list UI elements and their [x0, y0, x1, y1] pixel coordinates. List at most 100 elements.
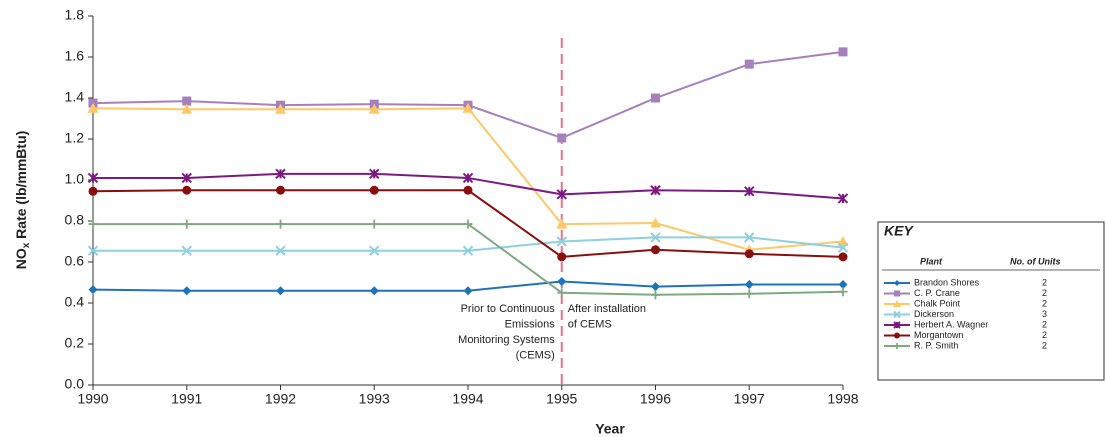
marker: [182, 185, 192, 195]
legend-units: 2: [1042, 319, 1047, 329]
marker: [463, 286, 473, 296]
marker: [893, 321, 901, 329]
marker: [650, 217, 661, 228]
marker: [650, 185, 661, 196]
marker: [369, 168, 380, 180]
y-tick-label: 1.8: [65, 7, 85, 23]
y-axis-label: NOx Rate (lb/mmBtu): [13, 131, 32, 270]
marker: [838, 287, 848, 297]
y-label-part: NO: [13, 248, 29, 269]
marker: [894, 343, 900, 349]
x-tick-label: 1993: [359, 391, 390, 407]
legend-units: 2: [1042, 330, 1047, 340]
marker: [88, 219, 98, 229]
marker: [894, 290, 900, 297]
x-tick-label: 1997: [734, 391, 765, 407]
legend-label: Brandon Shores: [914, 277, 980, 287]
marker: [837, 242, 849, 253]
x-tick-label: 1998: [827, 391, 858, 407]
marker: [369, 185, 379, 195]
legend-col: Plant: [920, 256, 943, 266]
marker: [276, 219, 285, 229]
marker: [182, 96, 192, 106]
y-tick-label: 1.0: [65, 171, 85, 187]
marker: [369, 286, 379, 296]
legend-label: C. P. Crane: [914, 288, 960, 298]
marker: [744, 232, 755, 243]
marker: [275, 103, 286, 114]
marker: [894, 332, 900, 339]
marker: [276, 286, 285, 296]
marker: [651, 245, 660, 255]
marker: [369, 219, 379, 229]
marker: [557, 133, 567, 143]
marker: [556, 189, 567, 200]
legend-label: Morgantown: [914, 330, 964, 340]
x-tick-label: 1996: [640, 391, 671, 407]
marker: [88, 186, 98, 196]
marker: [369, 245, 380, 256]
legend-units: 3: [1042, 309, 1047, 319]
marker: [275, 245, 286, 256]
legend-col: No. of Units: [1010, 256, 1061, 266]
y-label-sub: x: [21, 242, 32, 248]
marker: [744, 280, 754, 290]
marker: [557, 252, 567, 262]
marker: [463, 185, 473, 195]
marker: [87, 172, 99, 184]
legend-label: R. P. Smith: [914, 340, 958, 350]
marker: [893, 310, 901, 319]
legend-box: [877, 221, 1105, 381]
marker: [557, 288, 567, 298]
legend-units: 2: [1042, 288, 1047, 298]
marker: [893, 300, 901, 307]
marker: [275, 168, 286, 180]
marker: [87, 245, 99, 256]
y-label-part: Rate (lb/mmBtu): [13, 131, 29, 243]
marker: [88, 285, 98, 295]
annotation: After installation: [568, 303, 646, 315]
y-tick-label: 0.6: [65, 253, 85, 269]
marker: [838, 280, 848, 290]
marker: [181, 103, 193, 114]
y-tick-label: 1.2: [65, 130, 85, 146]
annotation: Monitoring Systems: [458, 334, 555, 346]
marker: [463, 219, 473, 229]
marker: [894, 280, 900, 286]
marker: [182, 219, 192, 229]
marker: [651, 290, 660, 300]
marker: [838, 252, 848, 262]
marker: [462, 245, 474, 256]
marker: [368, 103, 380, 114]
legend-label: Chalk Point: [914, 298, 961, 308]
marker: [181, 245, 192, 256]
marker: [650, 232, 661, 243]
x-tick-label: 1995: [546, 391, 577, 407]
marker: [744, 289, 754, 299]
x-tick-label: 1992: [265, 391, 296, 407]
legend-label: Dickerson: [914, 309, 954, 319]
y-tick-label: 0.8: [65, 212, 85, 228]
legend-title: KEY: [884, 223, 914, 239]
series-line: [92, 50, 844, 140]
marker: [462, 172, 474, 184]
marker: [87, 102, 99, 113]
legend-label: Herbert A. Wagner: [914, 319, 988, 329]
legend-units: 2: [1042, 298, 1047, 308]
annotation: of CEMS: [568, 318, 612, 330]
legend-units: 2: [1042, 340, 1047, 350]
marker: [556, 218, 568, 229]
marker: [744, 186, 755, 197]
y-tick-label: 1.4: [65, 89, 85, 105]
annotation: Emissions: [505, 318, 556, 330]
marker: [744, 59, 754, 69]
legend-units: 2: [1042, 277, 1047, 287]
x-axis-label: Year: [595, 421, 625, 437]
y-tick-label: 0.4: [65, 294, 85, 310]
marker: [182, 286, 192, 296]
marker: [276, 185, 285, 195]
x-tick-label: 1990: [77, 391, 108, 407]
y-tick-label: 0.2: [65, 335, 85, 351]
marker: [462, 102, 474, 113]
